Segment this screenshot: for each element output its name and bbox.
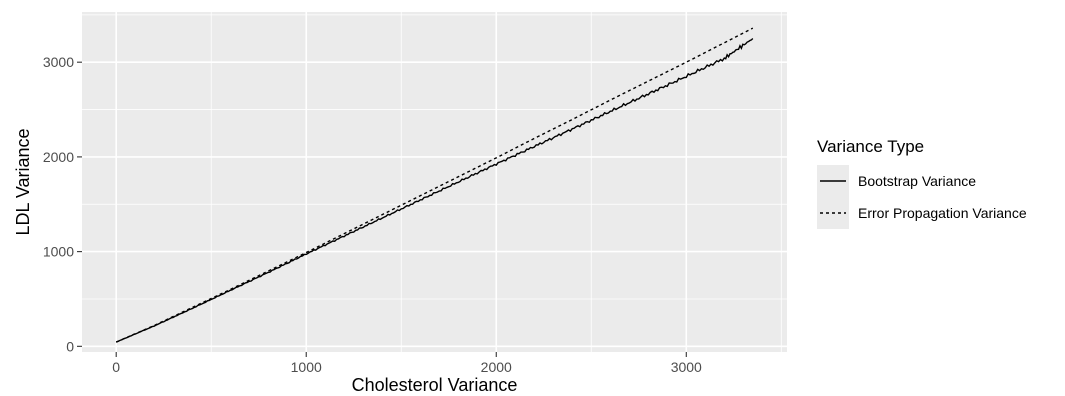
legend-title: Variance Type [817, 137, 924, 156]
x-axis-title: Cholesterol Variance [352, 375, 518, 395]
y-tick-label: 0 [66, 338, 74, 354]
series-line-0 [115, 38, 754, 343]
y-tick-label: 3000 [43, 54, 74, 70]
plot-panel [82, 12, 787, 352]
legend-label: Bootstrap Variance [858, 173, 976, 189]
y-tick-label: 1000 [43, 244, 74, 260]
series-lines [115, 27, 754, 343]
x-tick-label: 0 [112, 359, 120, 375]
x-tick-label: 3000 [671, 359, 702, 375]
panel-background [82, 12, 787, 352]
y-axis-title: LDL Variance [13, 128, 33, 235]
axes: 0 1000 2000 3000 0 1000 2000 3000 [43, 54, 702, 375]
x-tick-label: 2000 [481, 359, 512, 375]
y-tick-label: 2000 [43, 149, 74, 165]
legend: Variance Type Bootstrap Variance Error Pr… [817, 137, 1027, 229]
legend-label: Error Propagation Variance [858, 205, 1027, 221]
x-tick-label: 1000 [291, 359, 322, 375]
